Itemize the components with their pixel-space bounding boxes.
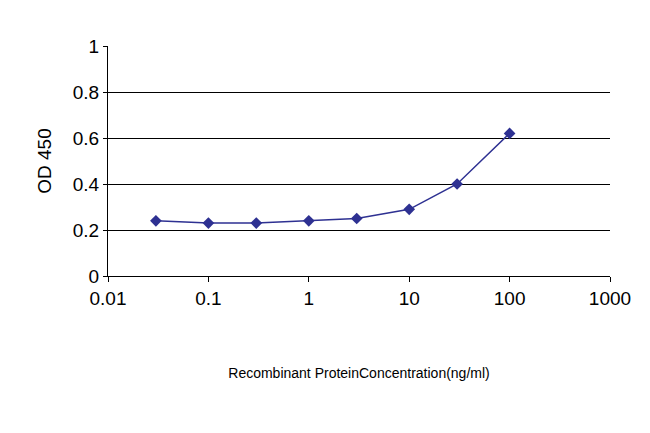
svg-text:0.01: 0.01 — [90, 288, 127, 309]
svg-text:0.2: 0.2 — [73, 220, 99, 241]
svg-text:1: 1 — [89, 36, 100, 57]
svg-text:0.6: 0.6 — [73, 128, 99, 149]
svg-text:1: 1 — [304, 288, 315, 309]
svg-text:0.4: 0.4 — [73, 174, 100, 195]
svg-text:0.1: 0.1 — [195, 288, 221, 309]
svg-text:1000: 1000 — [589, 288, 631, 309]
svg-text:100: 100 — [494, 288, 526, 309]
svg-text:Recombinant ProteinConcentrati: Recombinant ProteinConcentration(ng/ml) — [228, 365, 489, 381]
svg-text:10: 10 — [399, 288, 420, 309]
svg-text:0: 0 — [89, 266, 100, 287]
svg-text:OD 450: OD 450 — [34, 128, 55, 193]
svg-text:0.8: 0.8 — [73, 82, 99, 103]
